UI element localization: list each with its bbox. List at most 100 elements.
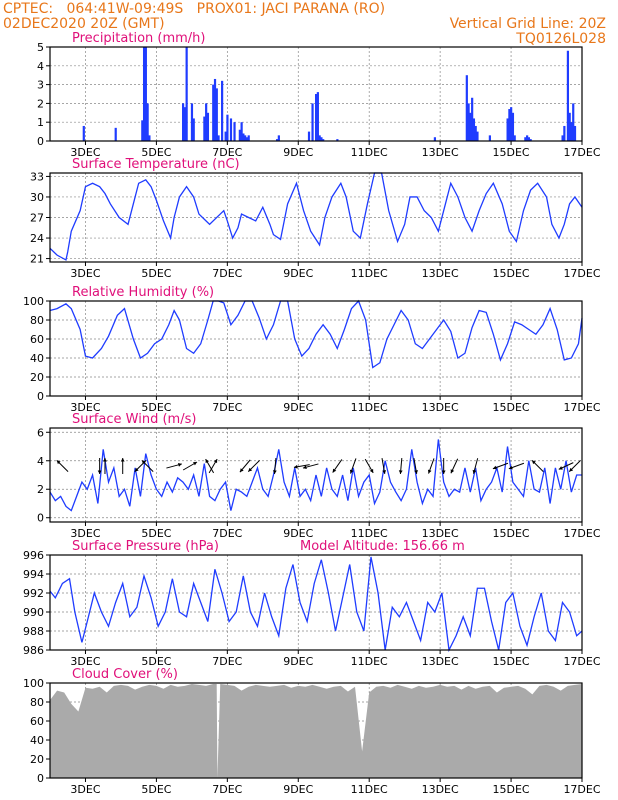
precip-bar [568, 112, 571, 141]
y-tick-label: 40 [30, 352, 44, 365]
precip-bar [433, 137, 437, 141]
y-tick-label: 80 [30, 314, 44, 327]
x-tick-label: 15DEC [493, 783, 530, 796]
precip-bar [182, 103, 185, 141]
y-tick-label: 6 [37, 426, 44, 439]
y-tick-label: 4 [37, 455, 44, 468]
cloud-cover-area [50, 683, 582, 778]
panel-5: 0 20 40 60 80 100 3DEC 5DEC 7DEC 9DEC 11DEC 13DEC 15… [23, 667, 601, 796]
panel-title: Surface Pressure (hPa) [72, 539, 219, 554]
wind-arrow [141, 459, 154, 473]
wind-arrow [492, 462, 509, 470]
wind-arrow [239, 459, 251, 473]
wind-arrow [56, 459, 69, 473]
y-tick-label: 0 [37, 135, 44, 148]
y-tick-label: 994 [23, 568, 44, 581]
x-tick-label: 5DEC [141, 267, 171, 280]
y-tick-label: 996 [23, 549, 44, 562]
precip-bar [322, 139, 325, 141]
header-line-1: CPTEC: 064:41W-09:49S PROX01: JACI PARAN… [3, 1, 386, 17]
wind-arrow [166, 462, 182, 469]
y-tick-label: 60 [30, 715, 44, 728]
x-tick-label: 13DEC [422, 401, 459, 414]
precip-bar [315, 94, 318, 141]
precip-bar [183, 107, 186, 141]
precip-bar [206, 112, 210, 141]
x-tick-label: 7DEC [212, 527, 242, 540]
x-tick-label: 11DEC [351, 401, 388, 414]
precip-bar [307, 131, 311, 141]
panel-1: 21 24 27 30 33 3DEC 5DEC 7DEC 9DEC 11DEC 13DEC 15DE… [30, 157, 601, 280]
precip-bar [529, 139, 532, 141]
x-tick-label: 17DEC [563, 267, 600, 280]
y-tick-label: 80 [30, 696, 44, 709]
precip-bar [570, 122, 573, 141]
y-tick-label: 992 [23, 587, 44, 600]
y-tick-label: 3 [37, 79, 44, 92]
x-tick-label: 9DEC [283, 267, 313, 280]
precip-bar [526, 135, 529, 141]
precip-bar [527, 137, 530, 141]
wind-arrow [293, 464, 310, 469]
precip-bar [474, 125, 477, 141]
precip-bar [114, 127, 117, 141]
series-line [49, 172, 583, 261]
precip-bar [242, 133, 245, 141]
y-tick-label: 4 [37, 60, 44, 73]
precip-bar [510, 107, 513, 141]
y-tick-label: 2 [37, 483, 44, 496]
wind-arrow [531, 459, 544, 473]
x-tick-label: 11DEC [351, 267, 388, 280]
y-tick-label: 0 [37, 772, 44, 785]
precip-bar [247, 135, 250, 141]
precip-bar [524, 137, 527, 141]
precip-bar [566, 50, 570, 142]
y-tick-label: 33 [30, 170, 44, 183]
precip-bar [190, 103, 194, 141]
precip-bar [144, 47, 147, 141]
x-tick-label: 11DEC [351, 783, 388, 796]
y-tick-label: 100 [23, 295, 44, 308]
wind-arrow [364, 458, 374, 474]
x-tick-label: 5DEC [141, 146, 171, 159]
precip-bar [472, 118, 476, 141]
panel-3: 0 2 4 6 3DEC 5DEC 7DEC 9DEC 11DEC 13DEC 15DEC 17DEC… [37, 412, 601, 540]
header-date: 02DEC2020 20Z (GMT) [3, 16, 165, 32]
series-line [49, 556, 583, 653]
precip-bar [275, 139, 279, 141]
precip-bar [215, 88, 218, 141]
wind-arrow [103, 458, 107, 474]
wind-arrow [568, 459, 581, 473]
x-tick-label: 17DEC [563, 527, 600, 540]
precip-bar [192, 118, 195, 141]
wind-arrow [381, 458, 387, 474]
precip-bar [148, 135, 151, 141]
panel-0: 0 1 2 3 4 5 3DEC 5DEC 7DEC 9DEC 11DEC 13DEC 15DEC 17D… [37, 31, 601, 159]
x-tick-label: 11DEC [351, 655, 388, 668]
y-tick-label: 990 [23, 606, 44, 619]
precip-bar [229, 118, 233, 141]
panel-frame [49, 554, 583, 651]
x-tick-label: 3DEC [70, 146, 100, 159]
x-tick-label: 5DEC [141, 401, 171, 414]
x-tick-label: 13DEC [422, 783, 459, 796]
y-tick-label: 60 [30, 333, 44, 346]
panel-annotation: Model Altitude: 156.66 m [300, 539, 465, 554]
precip-bar [185, 47, 188, 141]
precip-bar [465, 75, 468, 141]
precip-bar [561, 135, 564, 141]
x-tick-label: 17DEC [563, 401, 600, 414]
header-grid-line: Vertical Grid Line: 20Z [449, 16, 606, 32]
wind-arrow [472, 458, 479, 474]
x-tick-label: 13DEC [422, 146, 459, 159]
x-tick-label: 9DEC [283, 655, 313, 668]
precip-bar [142, 47, 146, 141]
x-tick-label: 17DEC [563, 146, 600, 159]
panel-2: 0 20 40 60 80 100 3DEC 5DEC 7DEC 9DEC 11DEC 13DEC 15… [23, 285, 601, 414]
precip-bar [146, 103, 149, 141]
x-tick-label: 9DEC [283, 527, 313, 540]
precip-bar [320, 137, 323, 141]
precip-bar [573, 125, 577, 141]
y-tick-label: 5 [37, 41, 44, 54]
precip-bar [240, 122, 243, 141]
